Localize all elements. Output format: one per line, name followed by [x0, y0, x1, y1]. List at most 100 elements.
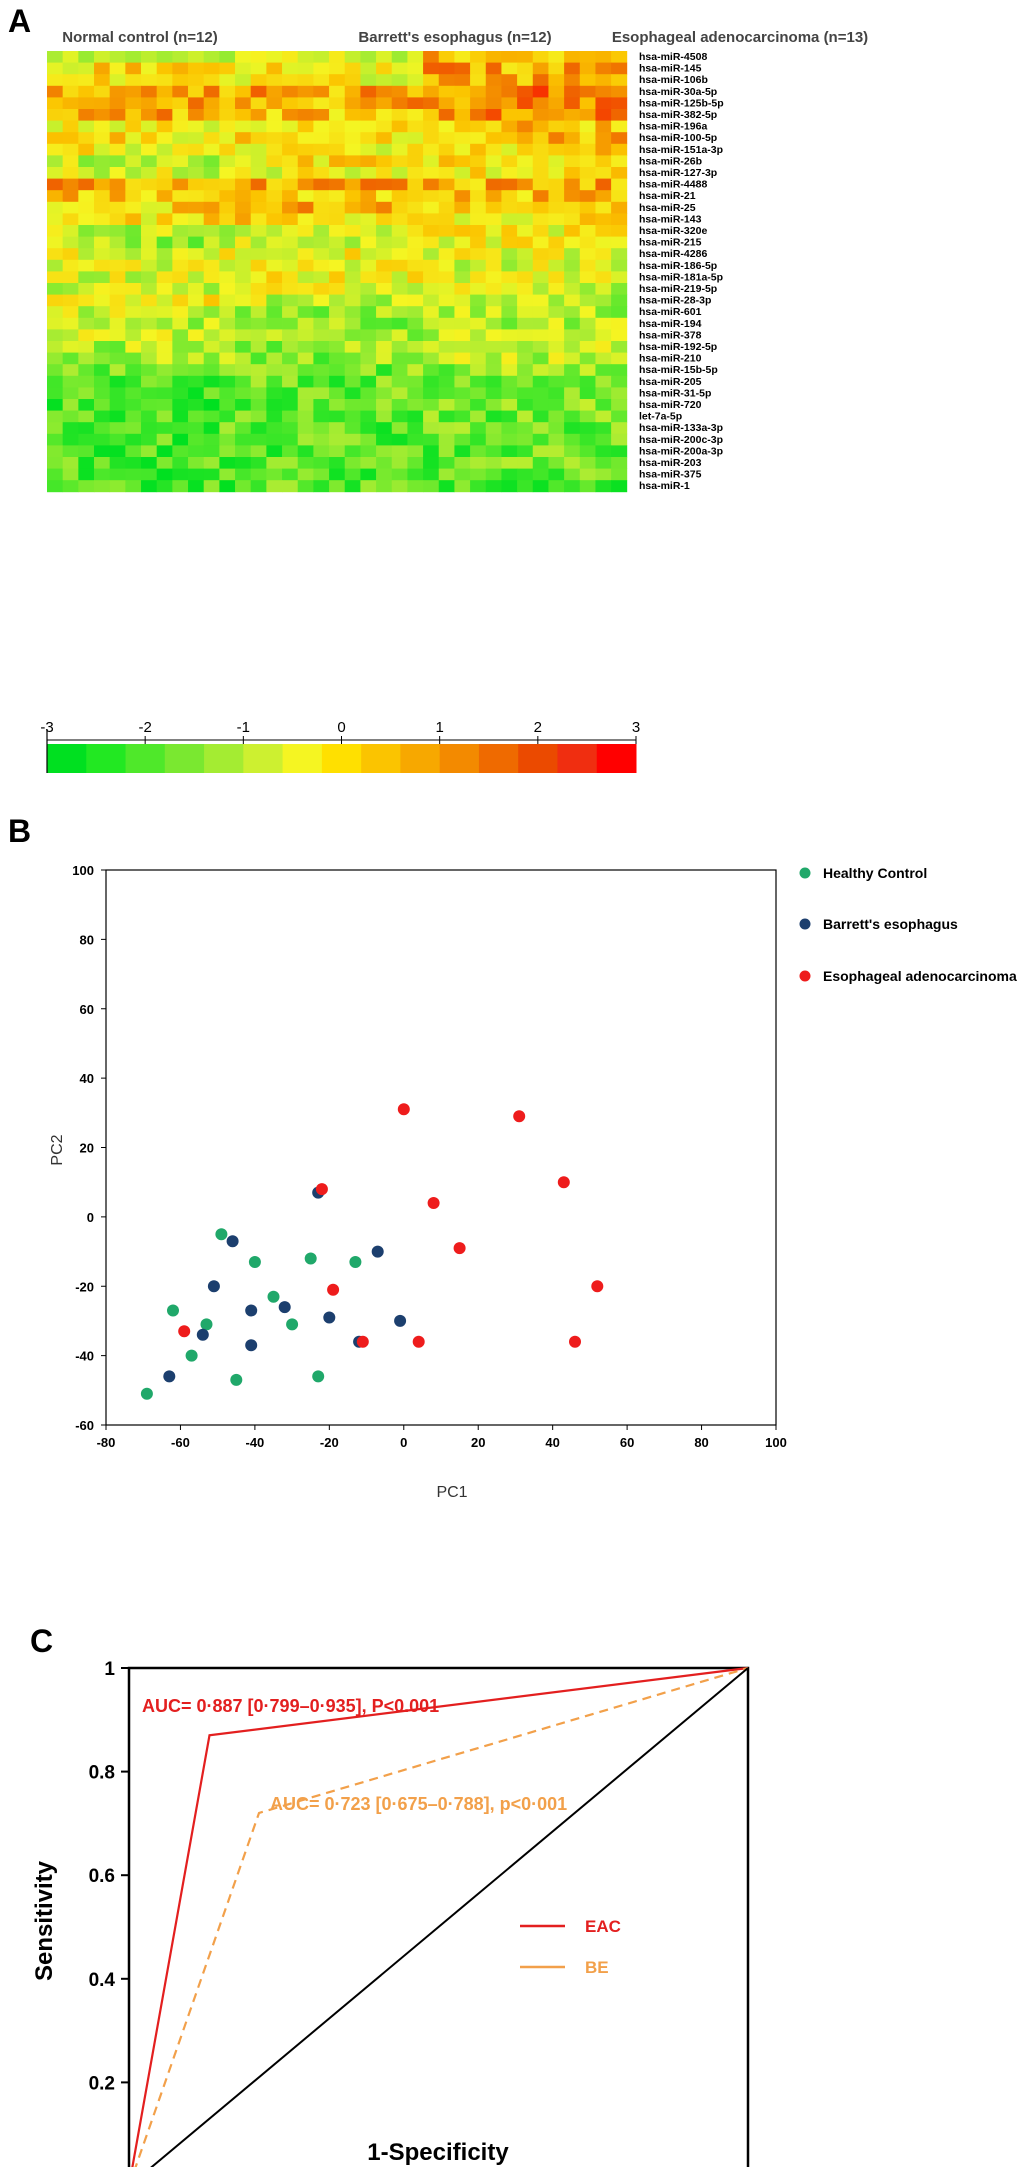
heatmap-cell [391, 97, 408, 110]
heatmap-cell [423, 213, 440, 226]
heatmap-cell [94, 283, 111, 295]
heatmap-cell [266, 306, 283, 319]
heatmap-cell [235, 85, 252, 98]
heatmap-cell [517, 97, 534, 110]
heatmap-cell [391, 51, 408, 63]
heatmap-cell [188, 317, 205, 330]
row-label: hsa-miR-181a-5p [639, 271, 723, 283]
heatmap-cell [532, 468, 549, 481]
heatmap-cell [407, 352, 424, 365]
heatmap-cell [423, 201, 440, 214]
heatmap-cell [407, 62, 424, 75]
heatmap-cell [329, 341, 346, 353]
heatmap-cell [579, 248, 596, 261]
heatmap-cell [78, 329, 95, 342]
legend-label-barrett: Barrett's esophagus [823, 916, 958, 932]
heatmap-cell [579, 341, 596, 353]
heatmap-cell [188, 306, 205, 319]
heatmap-cell [109, 132, 126, 145]
heatmap-cell [109, 422, 126, 435]
heatmap-cell [344, 225, 361, 237]
heatmap-cell [517, 445, 534, 458]
heatmap-cell [78, 97, 95, 110]
heatmap-cell [313, 97, 330, 110]
heatmap-cell [94, 74, 111, 87]
heatmap-cell [109, 352, 126, 365]
legend-swatch-barrett [799, 918, 811, 930]
heatmap-cell [141, 85, 158, 98]
heatmap-cell [564, 167, 581, 179]
heatmap-cell [219, 259, 236, 272]
heatmap-cell [78, 399, 95, 411]
heatmap-cell [564, 410, 581, 423]
heatmap-cell [517, 109, 534, 121]
heatmap-cell [579, 213, 596, 226]
pca-point-healthy [286, 1318, 299, 1331]
roc-y-tick-label: 0.2 [89, 2073, 115, 2094]
heatmap-cell [329, 375, 346, 388]
heatmap-cell [360, 306, 377, 319]
heatmap-cell [172, 364, 189, 377]
heatmap-cell [470, 294, 487, 307]
heatmap-cell [611, 132, 628, 145]
pca-point-barrett [323, 1311, 336, 1324]
heatmap-cell [423, 271, 440, 284]
heatmap-cell [470, 155, 487, 168]
heatmap-cell [470, 225, 487, 237]
heatmap-cell [548, 399, 565, 411]
heatmap-cell [579, 329, 596, 342]
heatmap-cell [423, 259, 440, 272]
heatmap-cell [485, 132, 502, 145]
heatmap-cell [172, 457, 189, 469]
heatmap-cell [391, 341, 408, 353]
pca-x-tick-label: -20 [320, 1435, 339, 1450]
heatmap-cell [235, 410, 252, 423]
heatmap-cell [485, 317, 502, 330]
heatmap-cell [313, 132, 330, 145]
color-scale-tick-label: -1 [237, 719, 250, 736]
heatmap-cell [423, 190, 440, 203]
row-label: hsa-miR-125b-5p [639, 97, 724, 109]
heatmap-cell [360, 213, 377, 226]
heatmap-cell [125, 62, 142, 75]
heatmap-cell [266, 236, 283, 249]
heatmap-cell [282, 341, 299, 353]
heatmap-cell [579, 190, 596, 203]
heatmap-cell [94, 167, 111, 179]
heatmap-cell [125, 259, 142, 272]
heatmap-cell [501, 375, 518, 388]
row-label: hsa-miR-127-3p [639, 167, 717, 179]
row-label: hsa-miR-25 [639, 202, 696, 214]
row-label: hsa-miR-143 [639, 213, 702, 225]
roc-y-tick-label: 0.4 [89, 1970, 116, 1991]
heatmap-cell [282, 433, 299, 446]
heatmap-cell [125, 457, 142, 469]
heatmap-cell [611, 236, 628, 249]
heatmap-cell [501, 294, 518, 307]
heatmap-cell [250, 259, 267, 272]
heatmap-cell [407, 387, 424, 400]
heatmap-cell [454, 120, 471, 133]
heatmap-cell [156, 317, 173, 330]
heatmap-cell [329, 259, 346, 272]
heatmap-cell [548, 457, 565, 469]
heatmap-cell [203, 109, 220, 121]
heatmap-cell [517, 190, 534, 203]
heatmap-cell [250, 109, 267, 121]
heatmap-cell [595, 62, 612, 75]
pca-point-barrett [207, 1280, 220, 1293]
heatmap-cell [235, 213, 252, 226]
heatmap-cell [501, 167, 518, 179]
heatmap-cell [611, 468, 628, 481]
heatmap-cell [454, 259, 471, 272]
heatmap-cell [517, 433, 534, 446]
heatmap-cell [141, 132, 158, 145]
heatmap-cell [313, 167, 330, 179]
heatmap-cell [360, 74, 377, 87]
heatmap-cell [250, 213, 267, 226]
heatmap-cell [548, 375, 565, 388]
heatmap-cell [470, 259, 487, 272]
heatmap-cell [109, 109, 126, 121]
heatmap-cell [203, 317, 220, 330]
be-auc-annotation: AUC= 0·723 [0·675–0·788], p<0·001 [270, 1794, 567, 1814]
